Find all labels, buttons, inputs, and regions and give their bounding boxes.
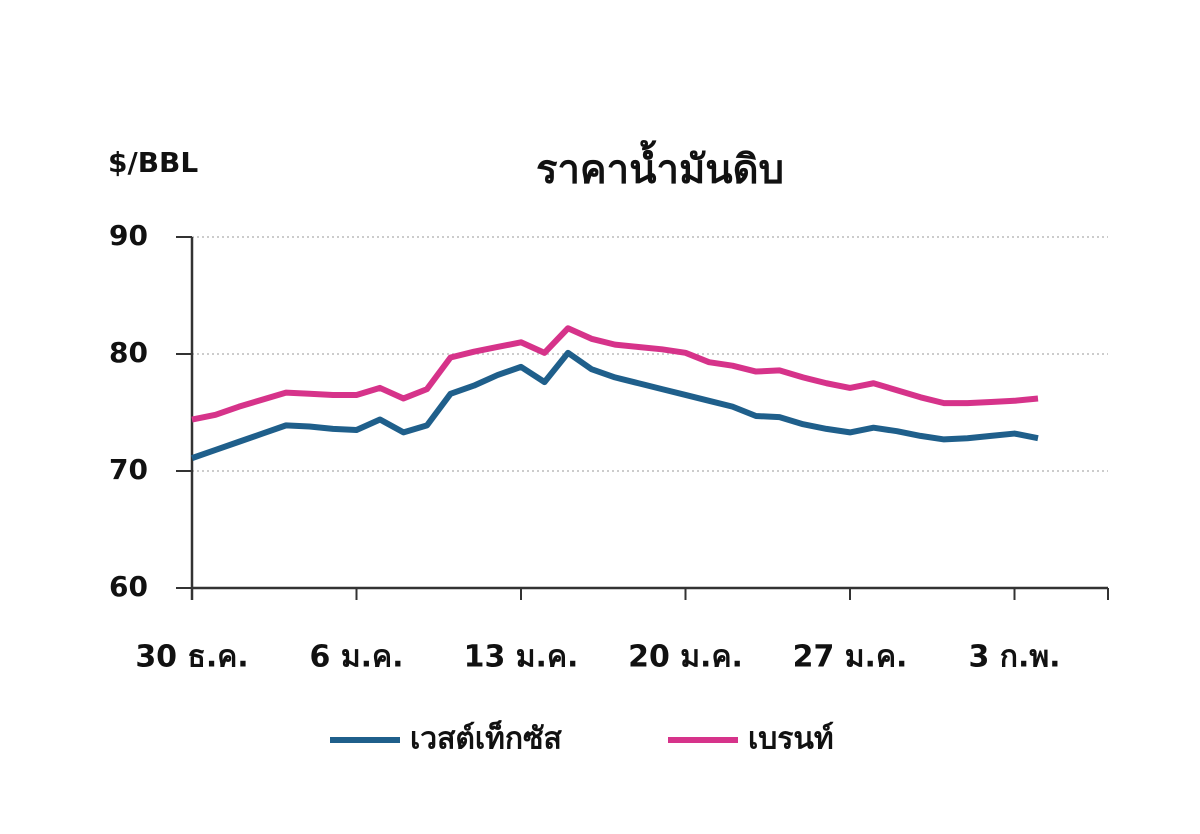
x-tick-label: 3 ก.พ. [968, 640, 1060, 675]
y-tick-label: 80 [109, 336, 148, 369]
y-tick-label: 90 [109, 219, 148, 252]
x-tick-label: 27 ม.ค. [793, 640, 908, 675]
y-tick-label: 60 [109, 570, 148, 603]
x-tick-label: 30 ธ.ค. [135, 640, 248, 675]
legend-label: เบรนท์ [748, 722, 834, 757]
y-axis-label: $/BBL [108, 146, 198, 179]
series-line [191, 349, 1039, 461]
y-tick-label: 70 [109, 453, 148, 486]
x-tick-label: 20 ม.ค. [628, 640, 743, 675]
x-tick-label: 13 ม.ค. [464, 640, 579, 675]
x-tick-label: 6 ม.ค. [310, 640, 404, 675]
chart-title: ราคาน้ำมันดิบ [536, 140, 784, 193]
legend-label: เวสต์เท็กซัส [410, 720, 562, 757]
series-line [191, 325, 1039, 423]
